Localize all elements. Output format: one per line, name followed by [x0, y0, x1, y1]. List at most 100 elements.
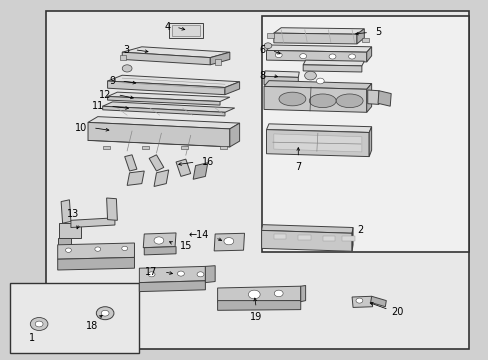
- Circle shape: [274, 290, 283, 297]
- Text: 15: 15: [180, 240, 192, 251]
- Bar: [298, 235, 310, 240]
- Polygon shape: [124, 155, 137, 171]
- Bar: [102, 146, 110, 149]
- Polygon shape: [102, 106, 224, 116]
- Text: 19: 19: [249, 312, 262, 323]
- Text: 2: 2: [356, 225, 363, 235]
- Polygon shape: [266, 130, 368, 157]
- Polygon shape: [224, 82, 239, 95]
- Polygon shape: [106, 198, 117, 220]
- Bar: [142, 146, 149, 149]
- Polygon shape: [264, 76, 298, 86]
- Polygon shape: [273, 33, 356, 44]
- Bar: [261, 16, 468, 252]
- Text: 16: 16: [201, 157, 213, 167]
- Polygon shape: [367, 90, 378, 104]
- Bar: [120, 55, 125, 60]
- Polygon shape: [266, 124, 371, 132]
- Polygon shape: [127, 171, 144, 185]
- Bar: [168, 23, 203, 38]
- Circle shape: [348, 54, 355, 59]
- Bar: [342, 236, 354, 241]
- Polygon shape: [58, 257, 134, 270]
- Bar: [181, 146, 188, 149]
- Text: 13: 13: [67, 209, 80, 219]
- Polygon shape: [261, 230, 351, 251]
- Polygon shape: [205, 266, 215, 283]
- Circle shape: [197, 272, 203, 277]
- Polygon shape: [229, 123, 239, 147]
- Text: 1: 1: [29, 333, 35, 343]
- Polygon shape: [71, 218, 115, 228]
- Text: 5: 5: [374, 27, 381, 37]
- Text: 10: 10: [75, 123, 87, 133]
- Polygon shape: [264, 81, 371, 89]
- Bar: [322, 236, 334, 241]
- Polygon shape: [144, 247, 176, 255]
- Circle shape: [275, 53, 282, 58]
- Circle shape: [154, 237, 163, 244]
- Circle shape: [122, 246, 127, 251]
- Text: 9: 9: [109, 76, 116, 86]
- Ellipse shape: [308, 94, 336, 108]
- Polygon shape: [139, 266, 205, 283]
- Bar: [215, 59, 221, 65]
- Polygon shape: [214, 233, 244, 251]
- Circle shape: [328, 54, 335, 59]
- Polygon shape: [351, 228, 352, 251]
- Circle shape: [316, 78, 324, 84]
- Polygon shape: [264, 86, 366, 112]
- Polygon shape: [273, 28, 364, 34]
- Polygon shape: [59, 223, 81, 238]
- Bar: [361, 38, 368, 42]
- Bar: [266, 33, 273, 38]
- Polygon shape: [266, 50, 366, 62]
- Text: 18: 18: [85, 321, 98, 331]
- Text: 11: 11: [92, 101, 104, 111]
- Text: 6: 6: [259, 45, 265, 55]
- Circle shape: [35, 321, 43, 327]
- Polygon shape: [356, 29, 364, 44]
- Circle shape: [148, 272, 155, 277]
- Polygon shape: [139, 281, 205, 292]
- Polygon shape: [58, 243, 134, 259]
- Bar: [46, 11, 468, 349]
- Polygon shape: [217, 286, 300, 302]
- Polygon shape: [88, 122, 229, 147]
- Polygon shape: [107, 96, 220, 105]
- Polygon shape: [193, 163, 207, 179]
- Polygon shape: [107, 92, 229, 102]
- Circle shape: [299, 54, 306, 59]
- Polygon shape: [366, 84, 371, 112]
- Bar: [172, 25, 199, 36]
- Polygon shape: [143, 233, 176, 248]
- Circle shape: [355, 298, 362, 303]
- Polygon shape: [377, 91, 390, 106]
- Circle shape: [65, 248, 71, 252]
- Polygon shape: [149, 155, 163, 171]
- Circle shape: [30, 318, 48, 330]
- Bar: [220, 146, 227, 149]
- Polygon shape: [107, 81, 224, 95]
- Circle shape: [95, 247, 101, 251]
- Polygon shape: [368, 127, 371, 157]
- Bar: [273, 234, 285, 239]
- Circle shape: [264, 43, 271, 49]
- Polygon shape: [88, 117, 239, 129]
- Circle shape: [177, 271, 184, 276]
- Polygon shape: [217, 301, 300, 310]
- Polygon shape: [351, 296, 372, 307]
- Polygon shape: [266, 45, 371, 52]
- Text: 7: 7: [295, 162, 301, 172]
- Circle shape: [96, 307, 114, 320]
- Polygon shape: [303, 65, 361, 72]
- Text: 3: 3: [122, 45, 129, 55]
- Polygon shape: [102, 102, 234, 112]
- Polygon shape: [264, 71, 299, 77]
- Text: 17: 17: [145, 267, 157, 277]
- Polygon shape: [107, 75, 239, 87]
- Text: 8: 8: [259, 71, 265, 81]
- Polygon shape: [58, 238, 71, 245]
- Text: ←14: ←14: [188, 230, 209, 240]
- Polygon shape: [273, 134, 361, 152]
